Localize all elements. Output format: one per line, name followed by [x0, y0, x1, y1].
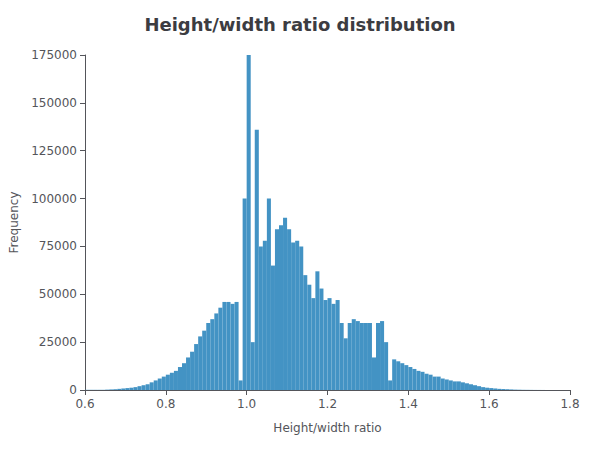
svg-text:1.8: 1.8: [560, 397, 579, 411]
svg-text:25000: 25000: [39, 335, 77, 349]
svg-text:1.4: 1.4: [399, 397, 418, 411]
svg-text:0.8: 0.8: [156, 397, 175, 411]
svg-text:Frequency: Frequency: [7, 192, 21, 254]
svg-text:1.0: 1.0: [237, 397, 256, 411]
svg-text:175000: 175000: [31, 48, 77, 62]
svg-text:75000: 75000: [39, 239, 77, 253]
svg-text:100000: 100000: [31, 192, 77, 206]
svg-text:Height/width ratio: Height/width ratio: [273, 421, 381, 435]
svg-text:0: 0: [69, 383, 77, 397]
svg-text:Height/width ratio distributio: Height/width ratio distribution: [144, 14, 455, 35]
svg-text:0.6: 0.6: [75, 397, 94, 411]
svg-text:1.6: 1.6: [480, 397, 499, 411]
svg-text:125000: 125000: [31, 144, 77, 158]
svg-text:150000: 150000: [31, 96, 77, 110]
svg-text:50000: 50000: [39, 287, 77, 301]
svg-text:1.2: 1.2: [318, 397, 337, 411]
